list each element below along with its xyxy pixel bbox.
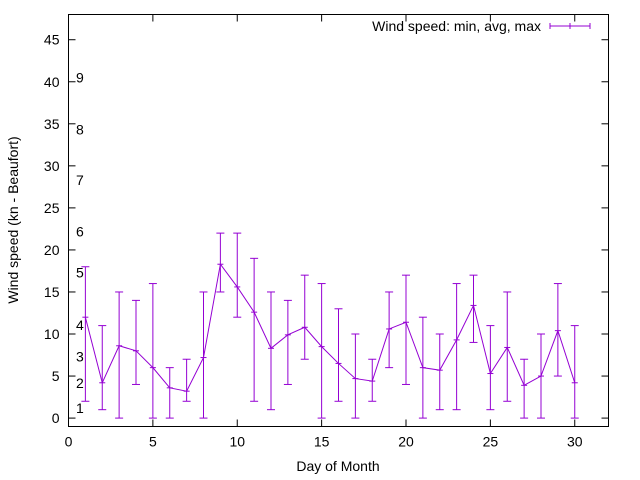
y-tick-label: 40 [44, 74, 60, 90]
beaufort-label: 1 [76, 400, 84, 416]
x-tick-label: 5 [149, 434, 157, 450]
beaufort-label: 9 [76, 70, 84, 86]
beaufort-annotations: 1 2 3 4 5 6 7 8 9 [76, 70, 84, 416]
beaufort-label: 6 [76, 223, 84, 239]
y-tick-label: 15 [44, 284, 60, 300]
x-tick-label: 20 [398, 434, 414, 450]
beaufort-label: 3 [76, 349, 84, 365]
y-tick-label: 10 [44, 326, 60, 342]
beaufort-label: 4 [76, 317, 84, 333]
beaufort-label: 7 [76, 172, 84, 188]
series-line [84, 262, 576, 392]
x-tick-label: 25 [483, 434, 499, 450]
y-tick-label: 30 [44, 158, 60, 174]
y-tick-label: 35 [44, 116, 60, 132]
x-tick-label: 15 [314, 434, 330, 450]
legend-sample-line [549, 23, 591, 29]
legend-entry-label: Wind speed: min, avg, max [372, 18, 541, 34]
y-axis-label: Wind speed (kn - Beaufort) [5, 136, 21, 303]
beaufort-label: 5 [76, 265, 84, 281]
y-tick-label: 45 [44, 32, 60, 48]
x-axis-label: Day of Month [296, 458, 379, 474]
beaufort-label: 8 [76, 122, 84, 138]
y-tick-label: 5 [52, 368, 60, 384]
plot-frame [68, 14, 609, 427]
series-line-group [84, 262, 576, 392]
y-tick-label: 0 [52, 410, 60, 426]
x-axis-ticks: 0 5 10 15 20 25 30 [65, 14, 583, 450]
beaufort-label: 2 [76, 375, 84, 391]
x-tick-label: 0 [65, 434, 73, 450]
y-tick-label: 20 [44, 242, 60, 258]
x-tick-label: 30 [567, 434, 583, 450]
y-tick-label: 25 [44, 200, 60, 216]
error-bars [81, 232, 579, 419]
legend: Wind speed: min, avg, max [372, 18, 591, 34]
x-tick-label: 10 [229, 434, 245, 450]
